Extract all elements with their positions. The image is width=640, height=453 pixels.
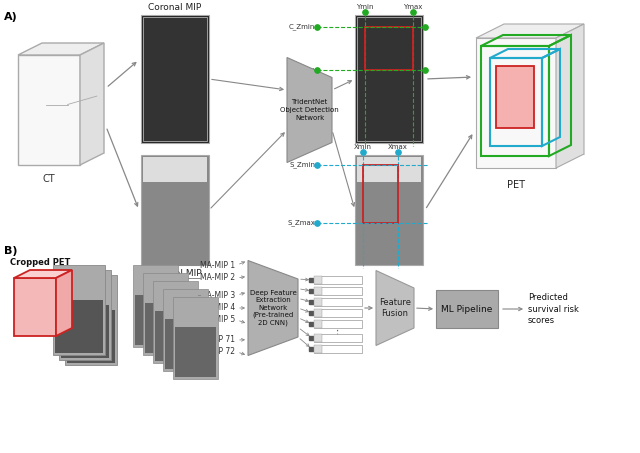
FancyBboxPatch shape xyxy=(355,155,423,265)
FancyBboxPatch shape xyxy=(357,17,421,141)
Text: Feat_Vec_4: Feat_Vec_4 xyxy=(324,310,351,316)
Text: Ymax: Ymax xyxy=(403,4,422,10)
Text: S_Zmax: S_Zmax xyxy=(287,220,315,226)
FancyBboxPatch shape xyxy=(173,297,218,379)
Text: C_Zmax: C_Zmax xyxy=(287,67,315,73)
Text: Feat_Vec_5: Feat_Vec_5 xyxy=(324,321,351,327)
Text: Feat_Vec_1: Feat_Vec_1 xyxy=(324,277,351,283)
Polygon shape xyxy=(14,278,56,336)
FancyBboxPatch shape xyxy=(314,320,362,328)
FancyBboxPatch shape xyxy=(314,309,322,317)
Text: Feat_Vec_2: Feat_Vec_2 xyxy=(324,288,351,294)
FancyBboxPatch shape xyxy=(314,287,362,295)
FancyBboxPatch shape xyxy=(155,311,196,361)
Text: Coronal MIP: Coronal MIP xyxy=(148,3,202,12)
FancyBboxPatch shape xyxy=(314,345,362,353)
FancyBboxPatch shape xyxy=(175,327,216,377)
FancyBboxPatch shape xyxy=(141,155,209,265)
FancyBboxPatch shape xyxy=(314,276,322,284)
Text: B): B) xyxy=(4,246,17,256)
Text: Feat_Vec_3: Feat_Vec_3 xyxy=(324,299,351,305)
Text: ⋮: ⋮ xyxy=(332,326,342,336)
Text: TridentNet
Object Detection
Network: TridentNet Object Detection Network xyxy=(280,99,339,121)
FancyBboxPatch shape xyxy=(59,270,111,360)
FancyBboxPatch shape xyxy=(153,281,198,363)
FancyBboxPatch shape xyxy=(314,287,322,295)
Text: Feat_Vec_72: Feat_Vec_72 xyxy=(324,346,355,352)
Polygon shape xyxy=(376,270,414,346)
FancyBboxPatch shape xyxy=(314,298,322,306)
FancyBboxPatch shape xyxy=(165,319,206,369)
Text: Deep Feature
Extraction
Network
(Pre-trained
2D CNN): Deep Feature Extraction Network (Pre-tra… xyxy=(250,289,296,327)
Text: MA-MIP 72: MA-MIP 72 xyxy=(195,347,235,357)
Text: Predicted
survival risk
scores: Predicted survival risk scores xyxy=(528,293,579,325)
FancyBboxPatch shape xyxy=(436,290,498,328)
Polygon shape xyxy=(287,58,332,163)
FancyBboxPatch shape xyxy=(314,276,362,284)
Polygon shape xyxy=(556,24,584,168)
FancyBboxPatch shape xyxy=(357,157,421,182)
FancyBboxPatch shape xyxy=(314,334,362,342)
FancyBboxPatch shape xyxy=(314,309,362,317)
FancyBboxPatch shape xyxy=(53,265,105,355)
FancyBboxPatch shape xyxy=(65,275,117,365)
Text: Xmax: Xmax xyxy=(388,144,408,150)
Text: MA-MIP 1: MA-MIP 1 xyxy=(200,260,235,270)
FancyBboxPatch shape xyxy=(143,157,207,182)
Text: PET: PET xyxy=(507,180,525,190)
FancyBboxPatch shape xyxy=(141,15,209,143)
FancyBboxPatch shape xyxy=(67,310,115,363)
FancyBboxPatch shape xyxy=(355,15,423,143)
Text: Xmin: Xmin xyxy=(354,144,372,150)
Polygon shape xyxy=(56,270,72,336)
Polygon shape xyxy=(18,43,104,55)
FancyBboxPatch shape xyxy=(314,320,322,328)
FancyBboxPatch shape xyxy=(314,345,322,353)
Polygon shape xyxy=(476,24,584,38)
Text: Feature
Fusion: Feature Fusion xyxy=(379,298,411,318)
FancyBboxPatch shape xyxy=(55,300,103,353)
Text: MA-MIP 2: MA-MIP 2 xyxy=(200,274,235,283)
FancyBboxPatch shape xyxy=(143,17,207,141)
FancyBboxPatch shape xyxy=(143,273,188,355)
Text: MA-MIP 4: MA-MIP 4 xyxy=(200,304,235,313)
FancyBboxPatch shape xyxy=(496,66,534,128)
Text: Feat_Vec_71: Feat_Vec_71 xyxy=(324,335,355,341)
Polygon shape xyxy=(476,38,556,168)
Text: A): A) xyxy=(4,12,18,22)
FancyBboxPatch shape xyxy=(163,289,208,371)
Text: ⋮: ⋮ xyxy=(189,327,201,339)
Polygon shape xyxy=(18,55,80,165)
FancyBboxPatch shape xyxy=(135,295,176,345)
FancyBboxPatch shape xyxy=(61,305,109,358)
Text: Cropped PET: Cropped PET xyxy=(10,258,70,267)
Text: Ymin: Ymin xyxy=(356,4,374,10)
FancyBboxPatch shape xyxy=(145,303,186,353)
Text: Sagittal MIP: Sagittal MIP xyxy=(148,269,202,278)
Text: MA-MIP 5: MA-MIP 5 xyxy=(200,315,235,324)
FancyBboxPatch shape xyxy=(133,265,178,347)
FancyBboxPatch shape xyxy=(314,334,322,342)
Text: ML Pipeline: ML Pipeline xyxy=(442,304,493,313)
Polygon shape xyxy=(248,260,298,356)
Text: CT: CT xyxy=(43,174,55,184)
FancyBboxPatch shape xyxy=(314,298,362,306)
Text: C_Zmin: C_Zmin xyxy=(289,24,315,30)
Text: MA-MIP 3: MA-MIP 3 xyxy=(200,290,235,299)
Text: MA-MIP 71: MA-MIP 71 xyxy=(195,336,235,344)
Text: S_Zmin: S_Zmin xyxy=(289,162,315,169)
Polygon shape xyxy=(14,270,72,278)
Polygon shape xyxy=(80,43,104,165)
